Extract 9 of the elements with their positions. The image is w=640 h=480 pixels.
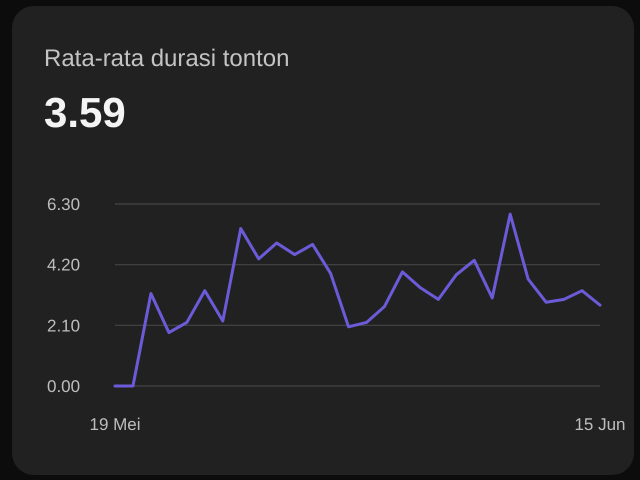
chart-title: Rata-rata durasi tonton bbox=[44, 45, 290, 72]
y-tick-label: 6.30 bbox=[47, 195, 80, 214]
y-tick-label: 0.00 bbox=[47, 377, 80, 396]
x-tick-label: 15 Jun bbox=[574, 415, 626, 434]
y-tick-label: 2.10 bbox=[47, 316, 80, 336]
y-tick-label: 4.20 bbox=[47, 256, 80, 275]
line-series bbox=[114, 212, 602, 388]
x-tick-label: 19 Mei bbox=[89, 415, 141, 434]
chart-subtitle: 3.59 bbox=[44, 89, 126, 136]
